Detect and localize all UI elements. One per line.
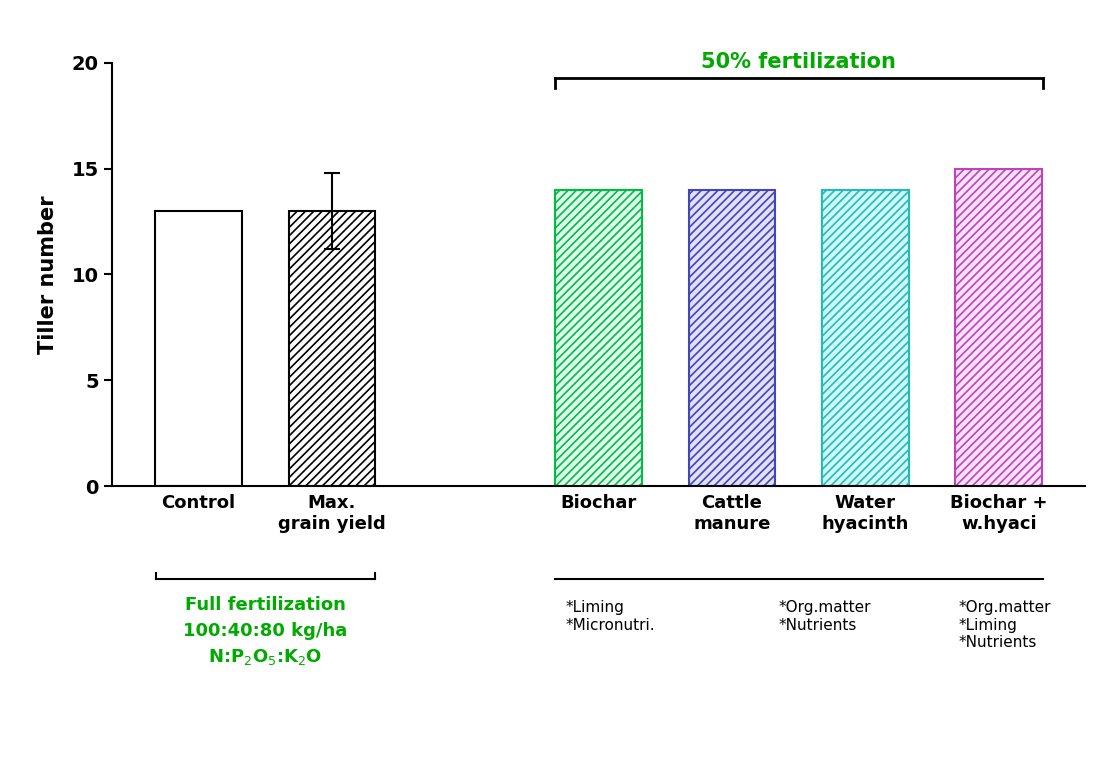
Text: *Liming
*Micronutri.: *Liming *Micronutri.	[565, 601, 655, 633]
Text: Full fertilization: Full fertilization	[185, 596, 346, 614]
Text: 50% fertilization: 50% fertilization	[702, 53, 896, 72]
Bar	[555, 190, 642, 486]
Text: *Org.matter
*Liming
*Nutrients: *Org.matter *Liming *Nutrients	[959, 601, 1051, 650]
Text: N:P$_2$O$_5$:K$_2$O: N:P$_2$O$_5$:K$_2$O	[208, 647, 322, 667]
Bar	[156, 211, 242, 486]
Bar	[956, 169, 1042, 486]
Bar	[688, 190, 775, 486]
Bar	[822, 190, 909, 486]
Bar	[289, 211, 375, 486]
Y-axis label: Tiller number: Tiller number	[38, 195, 57, 354]
Text: 100:40:80 kg/ha: 100:40:80 kg/ha	[184, 622, 347, 640]
Text: *Org.matter
*Nutrients: *Org.matter *Nutrients	[779, 601, 872, 633]
